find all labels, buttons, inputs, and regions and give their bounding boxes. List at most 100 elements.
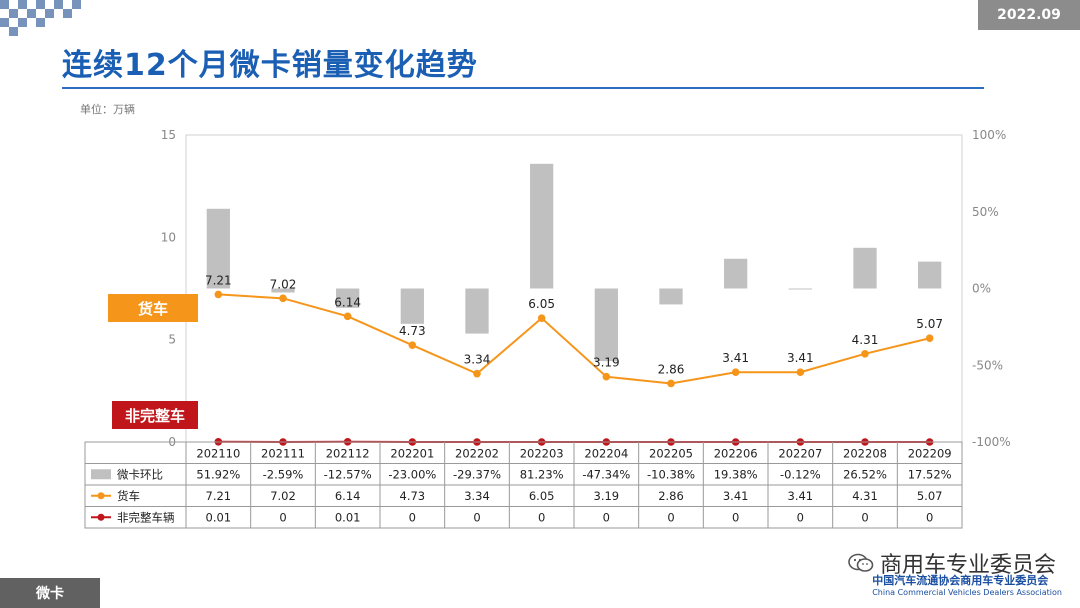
table-cell: 6.14: [335, 489, 361, 503]
wechat-name: 商用车专业委员会: [879, 553, 1056, 578]
truck-point: [537, 314, 546, 322]
table-cell: 51.92%: [196, 467, 240, 481]
table-cell: -10.38%: [647, 467, 695, 481]
category-label: 202202: [455, 446, 499, 460]
legend-swatch-bar: [91, 469, 111, 480]
right-axis-tick: -50%: [972, 358, 1003, 372]
series-name: 微卡环比: [117, 467, 163, 481]
table-cell: 0: [279, 510, 286, 524]
bar-mom: [724, 258, 748, 289]
bar-mom: [206, 208, 230, 289]
truck-data-label: 7.02: [270, 277, 297, 291]
table-cell: -23.00%: [388, 467, 436, 481]
truck-data-label: 6.05: [528, 297, 555, 311]
table-cell: 3.19: [594, 489, 620, 503]
truck-data-label: 4.73: [399, 324, 426, 338]
non-complete-tag: 非完整车: [112, 401, 198, 429]
category-label: 202206: [714, 446, 758, 460]
association-cn: 中国汽车流通协会商用车专业委员会: [872, 574, 1049, 587]
truck-point: [796, 368, 805, 377]
truck-point: [473, 369, 481, 378]
category-label: 202204: [584, 446, 628, 460]
bar-mom: [530, 163, 554, 289]
table-cell: -12.57%: [324, 467, 372, 481]
legend-swatch-marker: [97, 513, 105, 521]
truck-data-label: 5.07: [916, 317, 943, 331]
table-cell: 0.01: [335, 510, 361, 524]
association-block: 中国汽车流通协会商用车专业委员会 China Commercial Vehicl…: [872, 572, 1062, 597]
series-name: 非完整车辆: [117, 510, 175, 524]
checker-decoration: [0, 0, 81, 36]
association-en: China Commercial Vehicles Dealers Associ…: [872, 588, 1062, 597]
truck-data-label: 3.41: [722, 351, 749, 365]
table-cell: 3.34: [464, 489, 490, 503]
bar-mom: [465, 288, 489, 334]
table-cell: -0.12%: [780, 467, 821, 481]
table-cell: 0.01: [206, 510, 232, 524]
table-cell: 4.73: [400, 489, 426, 503]
table-cell: 0: [797, 510, 804, 524]
table-cell: 26.52%: [843, 467, 887, 481]
category-label: 202110: [196, 446, 240, 460]
bar-mom: [336, 288, 360, 308]
section-label: 微卡: [0, 578, 100, 608]
bar-mom: [271, 288, 295, 293]
legend-swatch-marker: [97, 492, 105, 500]
left-axis-tick: 10: [161, 230, 176, 244]
truck-line: [218, 293, 930, 385]
truck-point: [731, 368, 740, 377]
truck-point: [861, 349, 869, 358]
table-cell: 3.41: [723, 489, 749, 503]
truck-point: [214, 290, 223, 299]
truck-data-label: 3.34: [464, 353, 491, 367]
table-cell: 7.02: [270, 489, 296, 503]
table-cell: 19.38%: [714, 467, 758, 481]
truck-data-label: 7.21: [205, 273, 232, 287]
table-cell: -29.37%: [453, 467, 501, 481]
category-label: 202203: [520, 446, 564, 460]
truck-point: [343, 312, 352, 321]
truck-data-label: 6.14: [334, 295, 361, 309]
bar-mom: [659, 288, 683, 305]
table-cell: 0: [732, 510, 739, 524]
truck-point: [408, 341, 417, 349]
table-cell: 4.31: [852, 489, 878, 503]
table-cell: -2.59%: [263, 467, 304, 481]
truck-data-label: 3.41: [787, 351, 814, 365]
category-label: 202201: [390, 446, 434, 460]
truck-point: [602, 372, 611, 381]
right-axis-tick: 0%: [972, 282, 991, 296]
category-label: 202205: [649, 446, 693, 460]
truck-point: [667, 379, 675, 388]
truck-point: [279, 294, 287, 303]
table-cell: 0: [538, 510, 545, 524]
left-axis-tick: 5: [168, 333, 176, 347]
truck-data-label: 2.86: [658, 362, 685, 376]
table-cell: 5.07: [917, 489, 943, 503]
category-label: 202112: [326, 446, 370, 460]
table-cell: 0: [861, 510, 868, 524]
plot-frame: [185, 134, 963, 443]
truck-point: [925, 334, 934, 343]
bar-mom: [788, 288, 812, 290]
table-cell: 0: [603, 510, 610, 524]
unit-label: 单位：万辆: [80, 103, 135, 116]
right-axis-tick: 100%: [972, 128, 1006, 142]
category-label: 202111: [261, 446, 305, 460]
table-cell: 0: [473, 510, 480, 524]
bar-mom: [918, 261, 942, 289]
truck-tag: 货车: [108, 294, 198, 322]
title-divider: [62, 87, 984, 89]
category-label: 202209: [908, 446, 952, 460]
wechat-account: 商用车专业委员会: [848, 547, 1056, 579]
truck-data-label: 3.19: [593, 356, 620, 370]
table-cell: -47.34%: [582, 467, 630, 481]
date-badge: 2022.09: [978, 0, 1080, 30]
table-cell: 2.86: [658, 489, 684, 503]
category-label: 202207: [778, 446, 822, 460]
table-cell: 7.21: [206, 489, 232, 503]
table-cell: 17.52%: [908, 467, 952, 481]
table-cell: 3.41: [788, 489, 814, 503]
page-title: 连续12个月微卡销量变化趋势: [62, 48, 478, 83]
